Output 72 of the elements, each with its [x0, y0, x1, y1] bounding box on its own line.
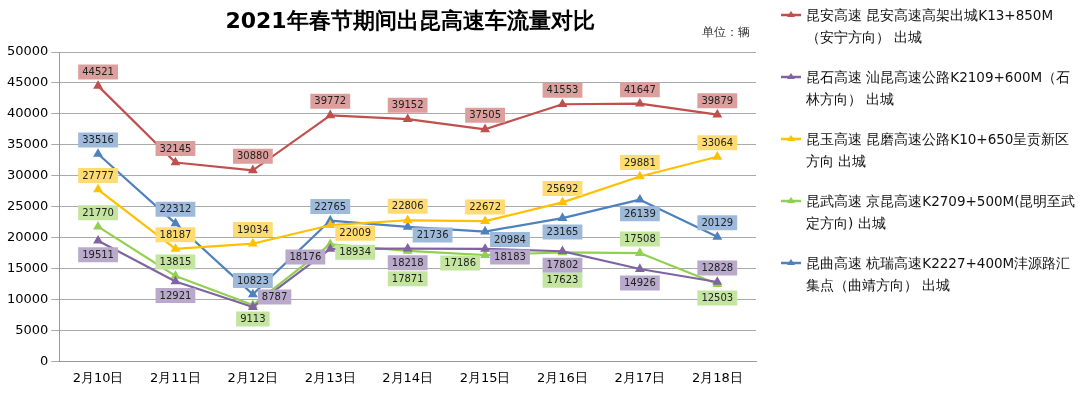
- y-tick-label: 25000: [7, 198, 49, 214]
- data-label: 18218: [391, 256, 424, 268]
- data-label: 22312: [159, 203, 192, 215]
- x-tick-label: 2月13日: [304, 369, 356, 385]
- y-tick-label: 50000: [7, 43, 49, 59]
- y-tick-label: 5000: [15, 321, 49, 337]
- text: 单位：辆: [702, 24, 750, 41]
- x-tick-label: 2月15日: [459, 369, 511, 385]
- data-label: 25692: [546, 182, 579, 194]
- legend-label: 昆安高速 昆安高速高架出城K13+850M（安宁方向） 出城: [806, 6, 1055, 47]
- data-label: 13815: [159, 256, 192, 268]
- data-label: 18183: [494, 250, 526, 262]
- data-label: 18176: [289, 251, 322, 263]
- data-label: 29881: [623, 156, 656, 168]
- data-label: 39772: [314, 95, 347, 107]
- data-label: 22672: [469, 201, 501, 213]
- data-label: 33064: [701, 136, 734, 148]
- data-label: 14926: [623, 277, 656, 289]
- y-tick-label: 15000: [7, 259, 49, 275]
- data-label: 9113: [240, 313, 266, 325]
- y-tick-label: 0: [40, 352, 49, 368]
- data-label: 44521: [82, 66, 114, 77]
- data-label: 18934: [339, 246, 372, 258]
- y-tick-label: 45000: [7, 74, 49, 90]
- data-label: 18187: [159, 228, 192, 240]
- x-tick-label: 2月14日: [382, 369, 434, 385]
- data-label: 22009: [339, 227, 372, 239]
- data-label: 30880: [236, 150, 269, 162]
- data-label: 27777: [82, 169, 114, 181]
- data-label: 17871: [391, 272, 424, 284]
- x-tick-label: 2月18日: [691, 369, 743, 385]
- data-label: 22806: [391, 200, 424, 212]
- data-label: 17623: [546, 274, 579, 286]
- data-label: 41553: [546, 84, 579, 96]
- legend-label: 昆玉高速 昆磨高速公路K10+650呈贡新区方向 出城: [806, 130, 1071, 171]
- y-tick-label: 35000: [7, 136, 49, 152]
- y-tick-label: 20000: [7, 229, 49, 245]
- y-tick-label: 30000: [7, 167, 49, 183]
- data-label: 19034: [236, 223, 269, 235]
- x-tick-label: 2月10日: [72, 369, 124, 385]
- data-label: 10823: [236, 274, 269, 286]
- data-label: 20129: [701, 216, 734, 228]
- x-tick-label: 2月17日: [614, 369, 666, 385]
- data-label: 20984: [494, 233, 526, 245]
- data-label: 32145: [159, 142, 192, 154]
- chart-title: 2021年春节期间出昆高速车流量对比: [225, 8, 595, 33]
- data-label: 17802: [546, 259, 579, 271]
- data-label: 12921: [159, 289, 192, 301]
- data-label: 22765: [314, 200, 347, 212]
- data-label: 41647: [623, 83, 656, 95]
- data-label: 19511: [82, 248, 114, 260]
- legend-label: 昆曲高速 杭瑞高速K2227+400M沣源路汇集点（曲靖方向） 出城: [806, 254, 1072, 295]
- x-tick-label: 2月12日: [227, 369, 279, 385]
- data-label: 39879: [701, 94, 734, 106]
- data-label: 12828: [701, 262, 734, 274]
- x-tick-label: 2月16日: [537, 369, 588, 385]
- data-label: 17508: [623, 233, 656, 245]
- legend-label: 昆武高速 京昆高速K2709+500M(昆明至武定方向) 出城: [806, 192, 1076, 233]
- data-label: 23165: [546, 226, 579, 238]
- data-label: 17186: [444, 257, 477, 269]
- data-label: 12503: [701, 292, 734, 304]
- y-tick-label: 10000: [7, 290, 49, 306]
- data-label: 26139: [623, 207, 656, 219]
- data-label: 21736: [416, 228, 449, 240]
- x-tick-label: 2月11日: [150, 369, 201, 385]
- data-label: 33516: [82, 134, 114, 146]
- data-label: 21770: [82, 206, 114, 218]
- data-label: 8787: [261, 291, 288, 303]
- legend-label: 昆石高速 汕昆高速公路K2109+600M（石林方向） 出城: [806, 68, 1072, 109]
- data-label: 37505: [469, 109, 501, 121]
- y-tick-label: 40000: [7, 105, 49, 121]
- data-label: 39152: [391, 99, 424, 111]
